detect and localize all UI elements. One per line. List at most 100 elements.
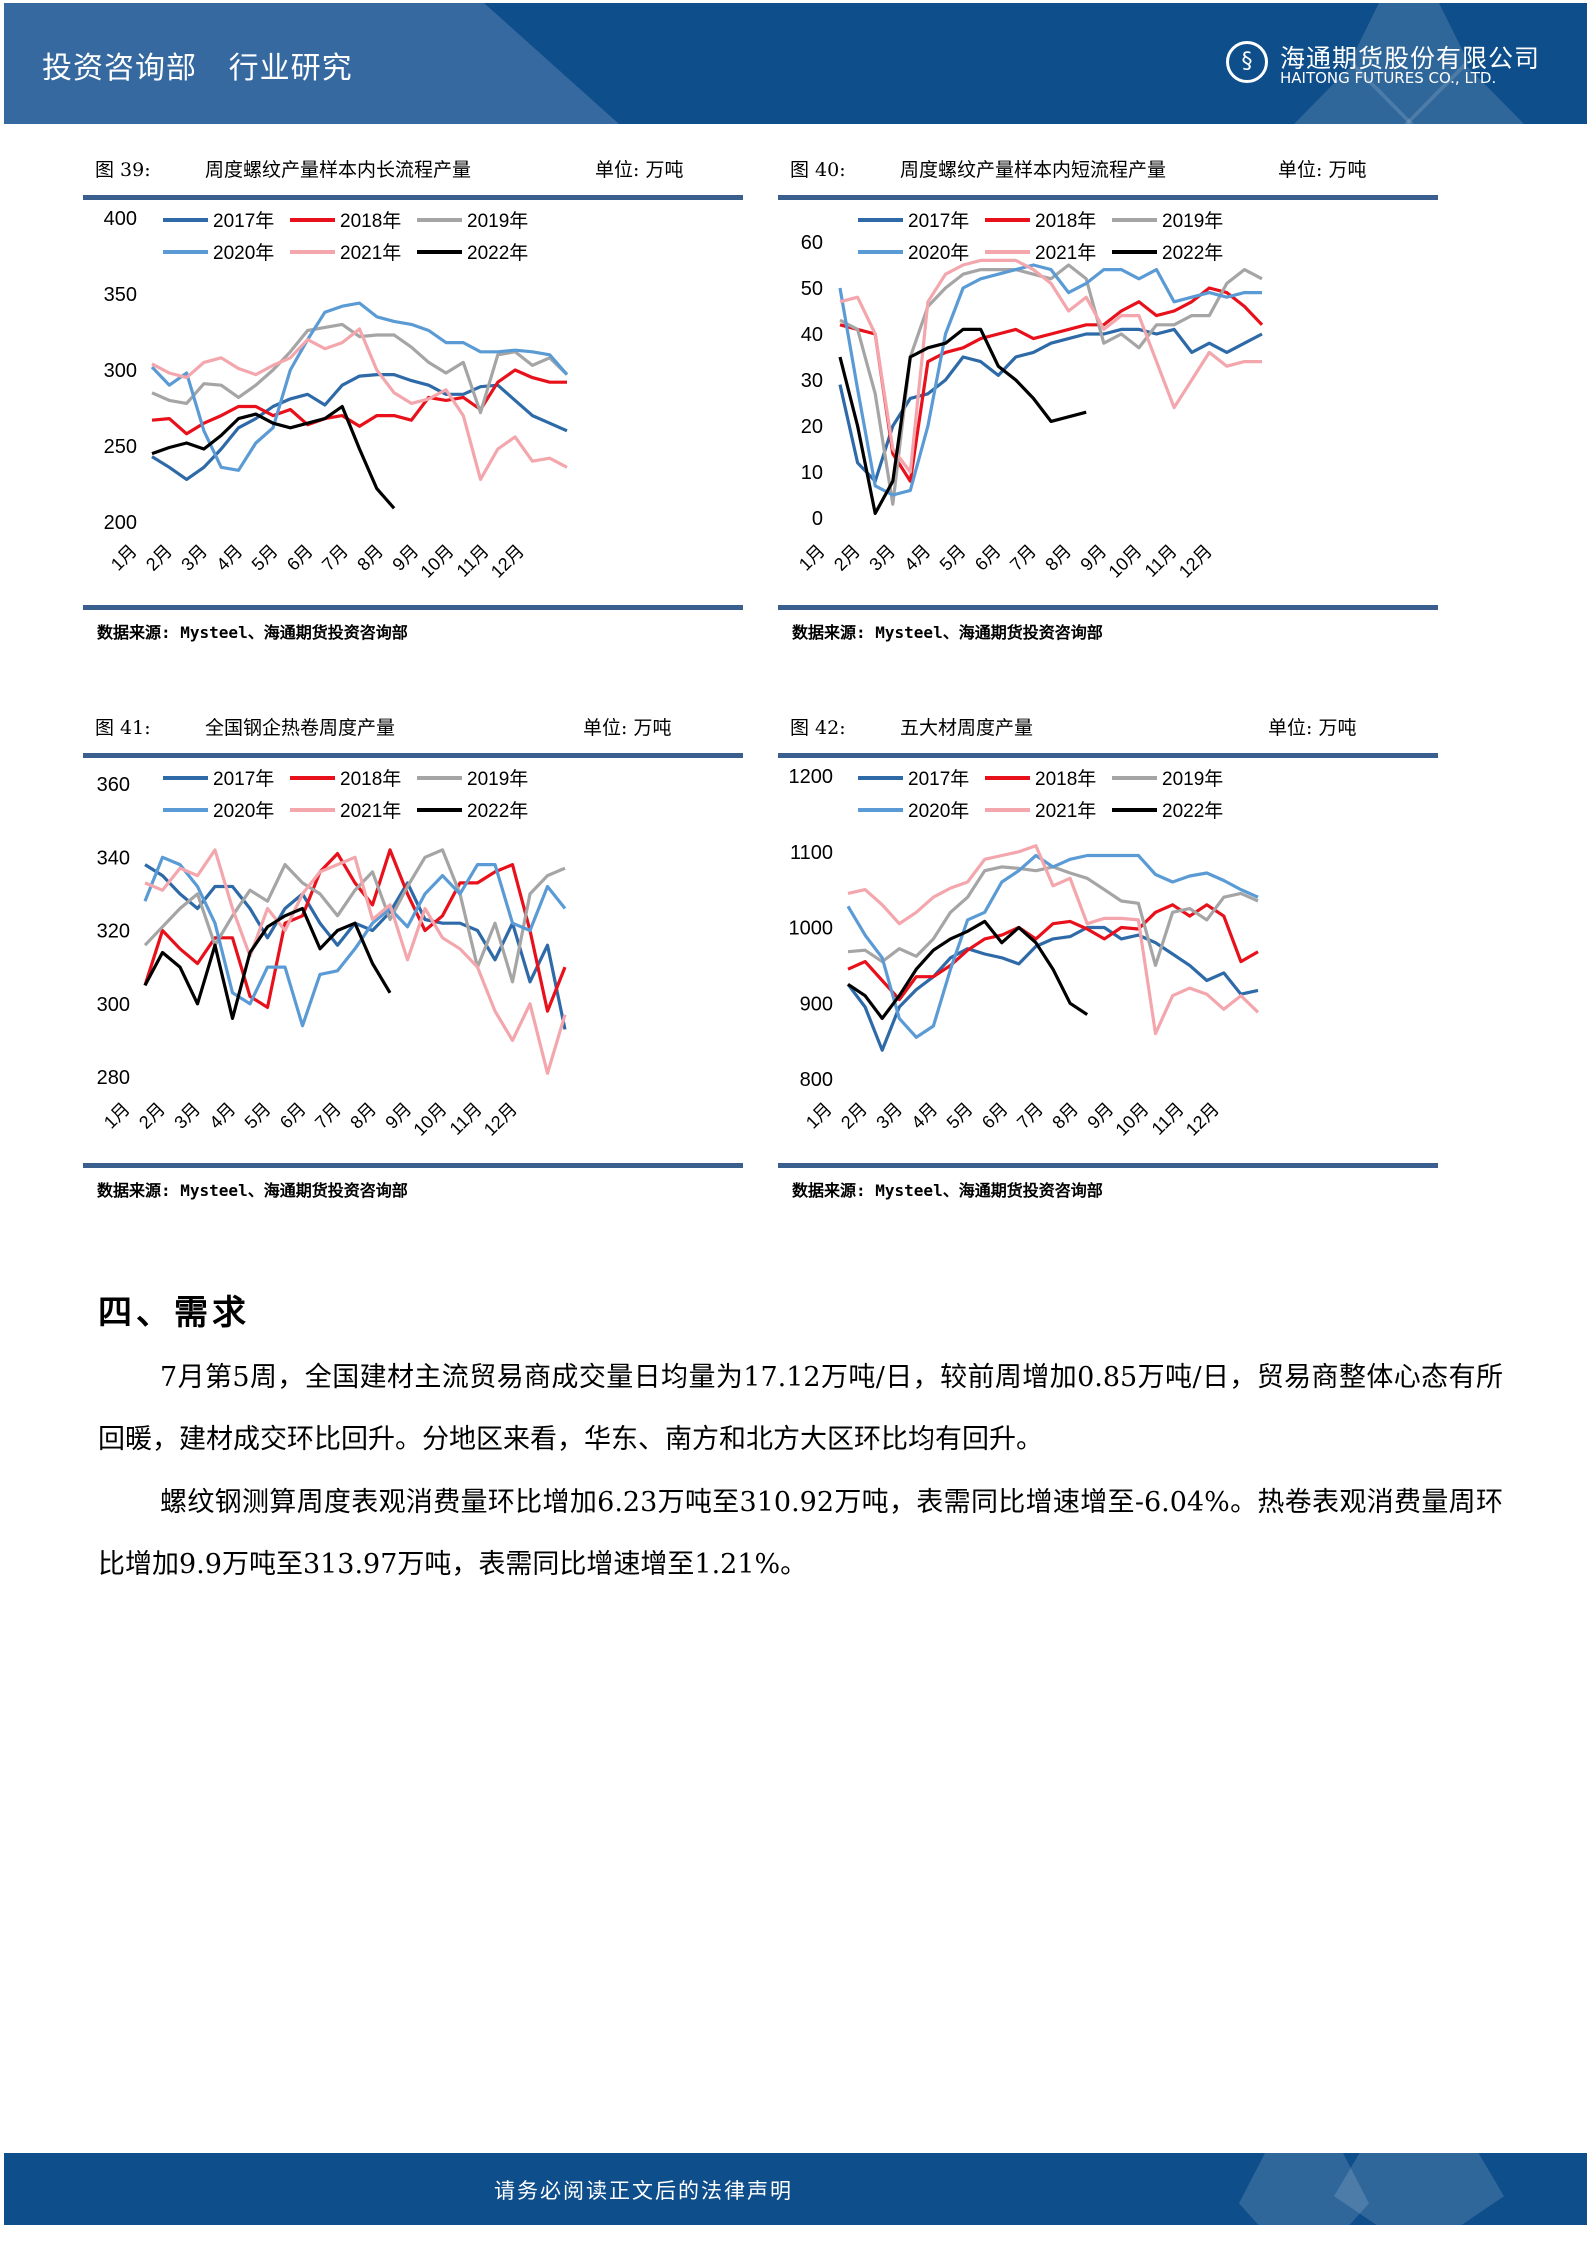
series-line-2021 [144,848,567,1075]
y-tick-label: 300 [97,994,130,1016]
y-tick-label: 60 [801,232,823,254]
legend-label: 2018年 [1035,210,1096,232]
x-tick-label: 2月 [830,541,864,575]
legend-label: 2021年 [340,800,401,822]
legend-label: 2021年 [1035,242,1096,264]
x-tick-label: 1月 [795,541,829,575]
y-tick-label: 30 [801,370,823,392]
x-tick-label: 8月 [346,1099,380,1133]
series-line-2018 [143,848,567,1013]
bottom-rule [83,1163,743,1168]
x-tick-label: 8月 [1041,541,1075,575]
chart-unit: 单位: 万吨 [1268,717,1357,739]
x-tick-label: 7月 [1006,541,1040,575]
legend-label: 2020年 [213,800,274,822]
figure-number: 图 39: [95,159,151,181]
y-tick-label: 900 [800,993,833,1015]
series-line-2018 [151,368,567,436]
x-tick-label: 2月 [135,1099,169,1133]
y-tick-label: 280 [97,1067,130,1089]
legend-label: 2020年 [908,242,969,264]
top-rule [778,753,1438,758]
x-tick-label: 5月 [241,1099,275,1133]
x-tick-label: 3月 [177,541,211,575]
series-line-2017 [846,925,1259,1052]
x-tick-label: 1月 [107,541,141,575]
y-tick-label: 1000 [789,918,834,940]
x-tick-label: 7月 [311,1099,345,1133]
legend-label: 2021年 [340,242,401,264]
series-line-2021 [151,327,568,481]
header-title: 投资咨询部 行业研究 [42,51,353,86]
chart-panel-39: 图 39: 周度螺纹产量样本内长流程产量 单位: 万吨 200 250 300 350 4… [83,155,743,645]
legend-label: 2017年 [908,210,969,232]
legend-label: 2020年 [213,242,274,264]
x-tick-label: 11月 [453,541,493,581]
x-tick-label: 2月 [142,541,176,575]
y-tick-label: 20 [801,416,823,438]
x-tick-label: 4月 [212,541,246,575]
legend-label: 2019年 [1162,768,1223,790]
x-tick-label: 10月 [417,541,458,582]
legend-label: 2022年 [1162,242,1223,264]
x-tick-label: 8月 [353,541,387,575]
series-line-2017 [151,373,568,481]
y-tick-label: 320 [97,921,130,943]
x-tick-label: 5月 [943,1099,977,1133]
x-tick-label: 6月 [276,1099,310,1133]
legend-label: 2022年 [1162,800,1223,822]
y-tick-label: 1200 [789,766,834,788]
x-tick-label: 12月 [1175,541,1216,582]
x-tick-label: 3月 [170,1099,204,1133]
bottom-rule [778,1163,1438,1168]
chart-unit: 单位: 万吨 [583,717,672,739]
x-tick-label: 3月 [865,541,899,575]
series-line-2021 [839,258,1262,474]
x-tick-label: 8月 [1048,1099,1082,1133]
series-line-2020 [150,301,569,472]
chart-title: 图 42: 五大材周度产量 [790,713,1033,740]
series-line-2022 [838,327,1087,515]
series-line-2020 [143,855,567,1028]
chart-source: 数据来源: Mysteel、海通期货投资咨询部 [97,1181,408,1200]
paragraph-demand-consumption: 螺纹钢测算周度表观消费量环比增加6.23万吨至310.92万吨，表需同比增速增至… [98,1487,1503,1580]
legend-label: 2018年 [1035,768,1096,790]
x-tick-label: 4月 [907,1099,941,1133]
chart-unit: 单位: 万吨 [1278,159,1367,181]
chart-title-text: 五大材周度产量 [900,717,1034,739]
y-tick-label: 250 [104,436,137,458]
series-line-2022 [143,906,392,1020]
top-rule [83,753,743,758]
legal-notice-link[interactable]: 请务必阅读正文后的法律声明 [494,2179,793,2203]
x-tick-label: 5月 [248,541,282,575]
series-line-2021 [847,844,1260,1036]
y-tick-label: 200 [104,512,137,534]
series-line-2022 [151,404,396,510]
footer-diamond-decoration [1334,2153,1504,2225]
chart-panel-41: 图 41: 全国钢企热卷周度产量 单位: 万吨 280 300 320 340 360 1月… [83,713,743,1203]
footer-diamond-decoration [1239,2153,1369,2225]
chart-source: 数据来源: Mysteel、海通期货投资咨询部 [97,623,408,642]
legend-label: 2022年 [467,800,528,822]
x-tick-label: 10月 [410,1099,451,1140]
x-tick-label: 7月 [318,541,352,575]
legend-label: 2019年 [1162,210,1223,232]
bottom-rule [83,605,743,610]
page-header: 投资咨询部 行业研究 § 海通期货股份有限公司 HAITONG FUTURES … [4,3,1587,124]
chart-title: 图 40: 周度螺纹产量样本内短流程产量 [790,155,1166,182]
x-tick-label: 5月 [936,541,970,575]
chart-source: 数据来源: Mysteel、海通期货投资咨询部 [792,623,1103,642]
x-tick-label: 7月 [1013,1099,1047,1133]
chart-title-text: 周度螺纹产量样本内长流程产量 [205,159,472,181]
logo-cn-text: 海通期货股份有限公司 [1280,44,1541,73]
x-tick-label: 10月 [1105,541,1146,582]
series-line-2020 [846,853,1259,1039]
chart-title: 图 39: 周度螺纹产量样本内长流程产量 [95,155,471,182]
chart-unit: 单位: 万吨 [595,159,684,181]
bottom-rule [778,605,1438,610]
x-tick-label: 4月 [900,541,934,575]
y-tick-label: 360 [97,774,130,796]
y-tick-label: 350 [104,284,137,306]
x-tick-label: 3月 [872,1099,906,1133]
